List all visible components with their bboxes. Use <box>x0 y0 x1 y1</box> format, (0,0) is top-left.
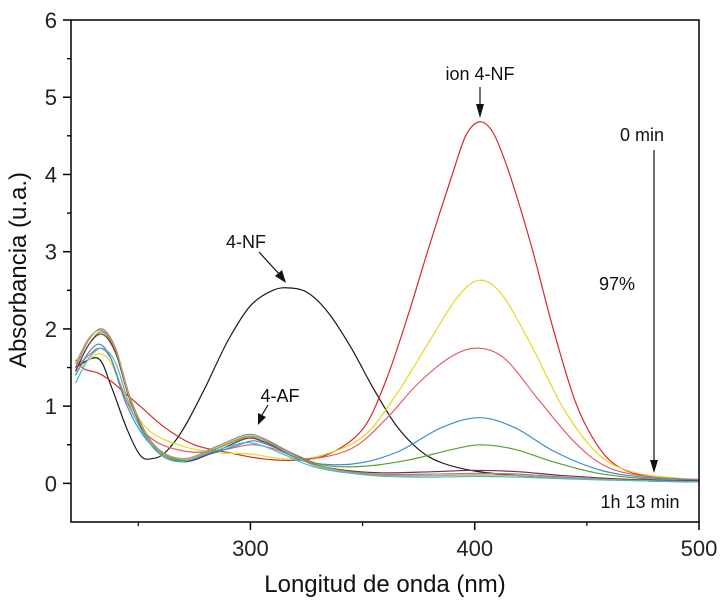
y-tick-label: 1 <box>45 394 57 419</box>
axes-layer: 0 1 2 3 4 5 6 300 400 500 <box>45 8 718 561</box>
x-tick-label: 500 <box>681 536 718 561</box>
y-tick-label: 6 <box>45 8 57 33</box>
4af-arrow-head <box>258 413 266 425</box>
y-axis-title: Absorbancia (u.a.) <box>5 172 32 368</box>
4nf-arrow-head <box>275 270 286 283</box>
series-line-3 <box>75 279 700 481</box>
series-line-2 <box>75 121 700 481</box>
annotation-arrows <box>258 87 658 473</box>
y-tick-label: 0 <box>45 471 57 496</box>
series-line-5 <box>74 343 700 481</box>
time-arrow-head <box>650 460 658 473</box>
4nf-label: 4-NF <box>226 232 266 252</box>
y-tick-label: 3 <box>45 240 57 265</box>
4af-arrow-line <box>261 404 269 416</box>
end-time-label: 1h 13 min <box>600 492 679 512</box>
4nf-arrow-line <box>258 251 281 276</box>
series-line-10 <box>74 347 700 483</box>
y-tick-label: 2 <box>45 317 57 342</box>
x-tick-label: 400 <box>456 536 493 561</box>
conversion-label: 97% <box>599 274 635 294</box>
series-layer <box>74 121 700 483</box>
series-line-9 <box>74 329 700 483</box>
4af-label: 4-AF <box>260 386 299 406</box>
ion-arrow-head <box>476 104 484 118</box>
x-tick-label: 300 <box>232 536 269 561</box>
ion-4nf-label: ion 4-NF <box>445 64 514 84</box>
start-time-label: 0 min <box>620 125 664 145</box>
plot-frame <box>70 19 700 523</box>
y-tick-label: 4 <box>45 162 57 187</box>
y-tick-label: 5 <box>45 85 57 110</box>
series-line-1 <box>75 287 700 483</box>
x-axis-title: Longitud de onda (nm) <box>264 571 506 598</box>
series-line-7 <box>74 333 700 482</box>
